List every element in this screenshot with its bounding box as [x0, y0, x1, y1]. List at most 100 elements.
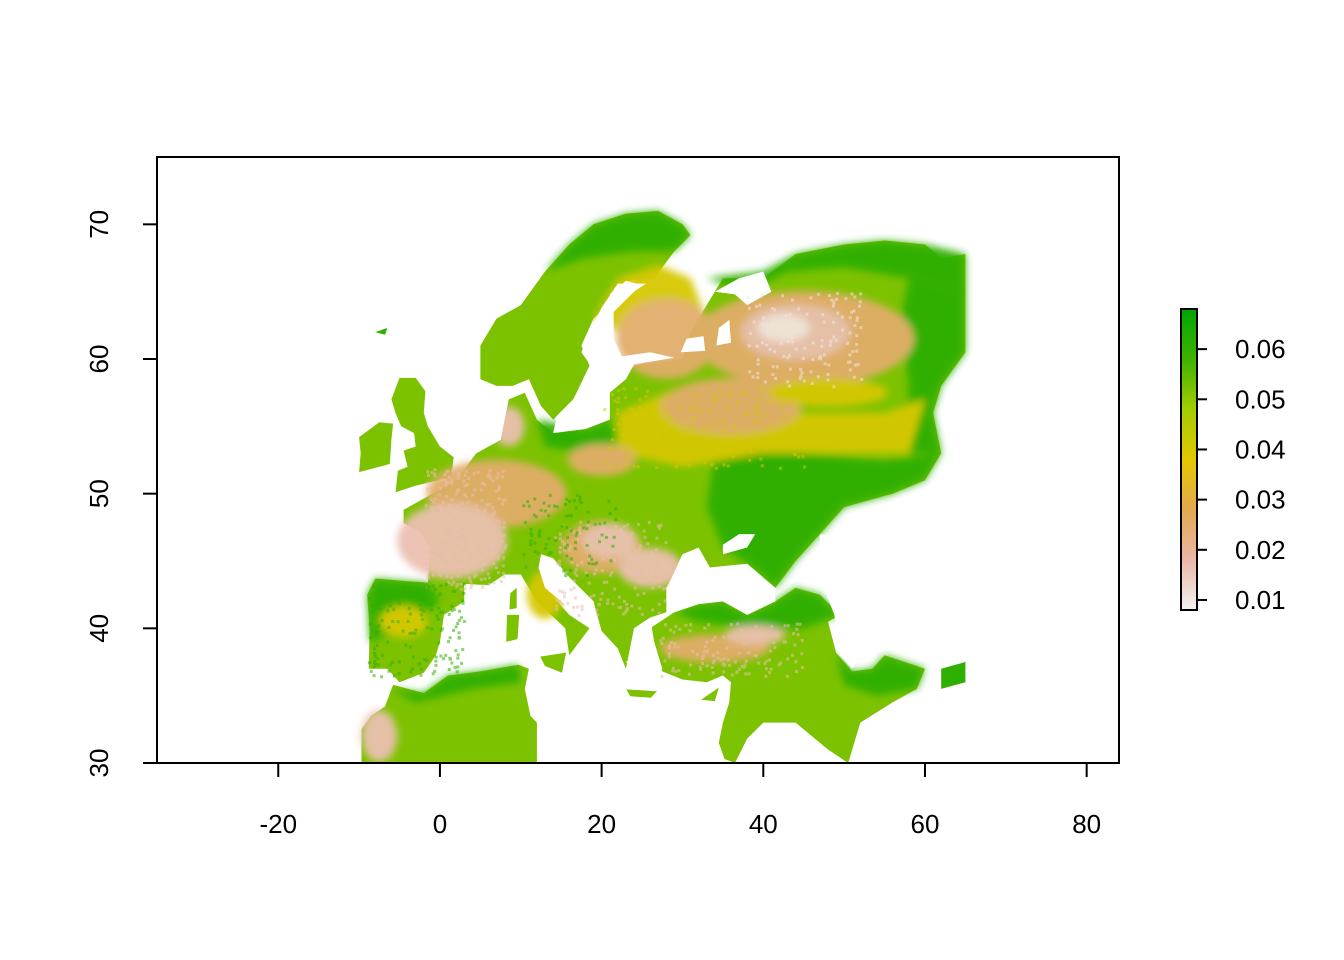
- raster-cell: [672, 645, 676, 649]
- legend-tick-label: 0.04: [1235, 434, 1286, 464]
- raster-cell: [573, 579, 576, 583]
- raster-cell: [624, 463, 628, 466]
- raster-cell: [711, 661, 715, 665]
- raster-cell: [447, 481, 450, 485]
- raster-cell: [688, 464, 692, 468]
- raster-cell: [372, 584, 376, 588]
- raster-cell: [495, 476, 499, 480]
- raster-cell: [484, 552, 488, 556]
- raster-cell: [755, 404, 758, 408]
- raster-cell: [491, 513, 495, 517]
- raster-cell: [818, 356, 821, 360]
- raster-cell: [764, 447, 768, 451]
- raster-cell: [596, 534, 600, 538]
- raster-cell: [469, 586, 473, 590]
- raster-cell: [438, 558, 442, 562]
- raster-cell: [770, 307, 774, 310]
- y-tick-label: 30: [84, 749, 114, 778]
- raster-cell: [841, 328, 844, 332]
- raster-cell: [802, 379, 806, 383]
- raster-cell: [458, 563, 462, 567]
- raster-cell: [445, 555, 449, 559]
- raster-cell: [582, 526, 586, 530]
- raster-cell: [558, 564, 562, 567]
- raster-cell: [640, 418, 644, 422]
- raster-cell: [662, 587, 665, 591]
- raster-cell: [430, 471, 434, 475]
- raster-cell: [728, 663, 731, 667]
- raster-cell: [855, 349, 859, 353]
- raster-cell: [679, 407, 682, 411]
- raster-cell: [601, 542, 605, 546]
- raster-cell: [670, 442, 674, 446]
- x-tick-label: 80: [1072, 809, 1101, 839]
- raster-cell: [458, 609, 462, 613]
- raster-cell: [498, 485, 501, 489]
- raster-cell: [622, 387, 626, 391]
- raster-cell: [452, 608, 456, 612]
- raster-cell: [584, 571, 588, 575]
- raster-cell: [705, 664, 709, 668]
- core-northern-russia-white: [757, 314, 810, 343]
- raster-cell: [656, 405, 660, 409]
- raster-cell: [466, 500, 470, 504]
- raster-cell: [445, 550, 449, 554]
- raster-cell: [647, 562, 651, 566]
- raster-cell: [459, 582, 463, 586]
- raster-cell: [625, 602, 629, 606]
- raster-cell: [575, 605, 579, 609]
- raster-cell: [601, 527, 605, 531]
- raster-cell: [486, 572, 490, 576]
- raster-cell: [485, 519, 489, 523]
- raster-cell: [736, 433, 740, 437]
- raster-cell: [377, 623, 381, 627]
- raster-cell: [564, 514, 568, 518]
- raster-cell: [773, 646, 777, 650]
- raster-cell: [784, 314, 788, 318]
- raster-cell: [469, 581, 473, 585]
- raster-cell: [844, 297, 848, 301]
- raster-cell: [522, 553, 526, 557]
- raster-cell: [569, 557, 573, 561]
- raster-cell: [643, 535, 647, 539]
- raster-cell: [736, 400, 740, 404]
- raster-cell: [426, 487, 429, 491]
- raster-cell: [558, 537, 562, 541]
- raster-cell: [637, 554, 641, 558]
- raster-cell: [676, 645, 680, 649]
- raster-cell: [537, 533, 541, 537]
- raster-cell: [603, 521, 607, 525]
- raster-cell: [663, 659, 667, 663]
- raster-cell: [462, 479, 466, 483]
- zone-iran-edge: [836, 652, 925, 696]
- raster-cell: [470, 583, 474, 587]
- raster-cell: [743, 665, 746, 669]
- raster-cell: [767, 399, 771, 403]
- raster-cell: [526, 500, 530, 504]
- raster-cell: [502, 571, 505, 575]
- raster-cell: [543, 547, 547, 551]
- raster-cell: [703, 460, 707, 464]
- raster-cell: [457, 618, 461, 622]
- raster-cell: [828, 343, 832, 347]
- raster-cell: [457, 473, 461, 477]
- raster-cell: [461, 601, 465, 605]
- raster-cell: [698, 665, 702, 669]
- raster-cell: [454, 512, 458, 516]
- raster-cell: [840, 315, 844, 319]
- raster-cell: [451, 563, 455, 567]
- raster-cell: [802, 446, 806, 450]
- raster-cell: [567, 514, 571, 518]
- raster-cell: [791, 340, 795, 344]
- raster-cell: [591, 562, 595, 566]
- raster-cell: [669, 628, 673, 632]
- raster-cell: [448, 656, 452, 660]
- y-tick-label: 70: [84, 210, 114, 239]
- raster-cell: [606, 598, 610, 602]
- raster-cell: [663, 409, 667, 413]
- raster-cell: [640, 613, 644, 617]
- raster-cell: [470, 563, 474, 567]
- raster-cell: [859, 292, 863, 296]
- raster-cell: [448, 636, 452, 640]
- raster-cell: [429, 497, 433, 501]
